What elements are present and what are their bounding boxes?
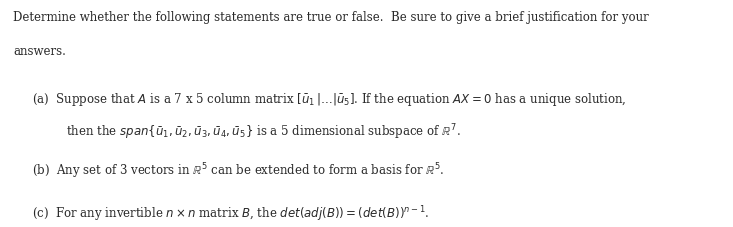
Text: (c)  For any invertible $n \times n$ matrix $B$, the $\mathit{det}(\mathit{adj}(: (c) For any invertible $n \times n$ matr… bbox=[32, 204, 430, 224]
Text: then the $\mathit{span}\{\bar{u}_1, \bar{u}_2, \bar{u}_3, \bar{u}_4, \bar{u}_5\}: then the $\mathit{span}\{\bar{u}_1, \bar… bbox=[66, 123, 461, 142]
Text: answers.: answers. bbox=[13, 45, 66, 58]
Text: Determine whether the following statements are true or false.  Be sure to give a: Determine whether the following statemen… bbox=[13, 11, 649, 24]
Text: (a)  Suppose that $A$ is a 7 x 5 column matrix $[\bar{u}_1 \,|\ldots|\bar{u}_5]$: (a) Suppose that $A$ is a 7 x 5 column m… bbox=[32, 91, 627, 108]
Text: (b)  Any set of 3 vectors in $\mathbb{R}^5$ can be extended to form a basis for : (b) Any set of 3 vectors in $\mathbb{R}^… bbox=[32, 161, 445, 181]
